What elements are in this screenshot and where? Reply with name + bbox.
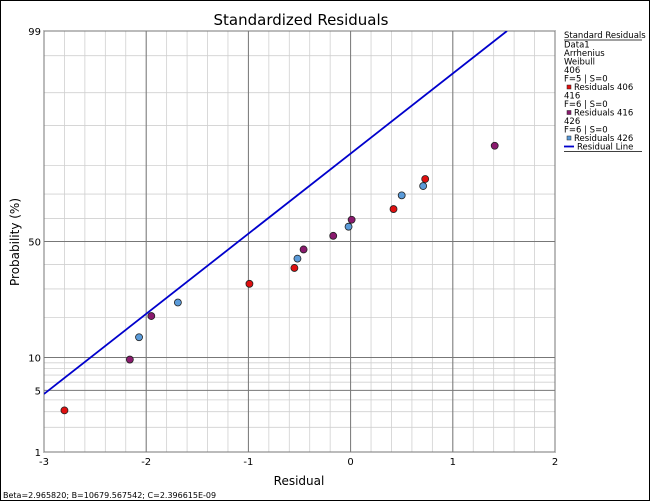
y-tick-label: 10 [28,353,41,364]
x-tick-label: -1 [243,457,253,468]
data-point [125,355,134,364]
legend-series-label: Residuals 406 [574,83,633,93]
legend-title: Standard Residuals [564,31,646,41]
x-axis-title: Residual [274,474,325,488]
y-tick-label: 99 [28,27,41,38]
x-tick-label: 2 [552,457,558,468]
x-tick-label: 0 [347,457,353,468]
x-tick-labels: -3 -2 -1 0 1 2 [39,457,558,468]
y-axis-title: Probability (%) [8,198,22,286]
data-point [135,333,143,342]
y-tick-label: 50 [28,238,41,249]
data-point [490,141,499,150]
y-tick-label: 1 [35,448,41,459]
legend-line-label: Residual Line [577,143,633,153]
legend-info: F=5 | S=0 [564,75,608,85]
data-point [389,205,398,213]
legend-info: F=6 | S=0 [564,126,608,136]
data-point [60,406,69,415]
footer-params: Beta=2.965820; B=10679.567542; C=2.39661… [3,491,216,500]
data-point [173,298,182,307]
major-grid [43,30,556,453]
legend-header-line: Data1 [564,41,590,51]
x-tick-label: -3 [39,457,49,468]
data-point [245,279,254,288]
data-point [421,175,430,183]
data-point [147,312,156,320]
data-point [397,191,406,200]
series-layer [44,31,508,415]
y-tick-label: 5 [35,386,41,397]
legend-marker [566,84,572,90]
legend-stress: 406 [564,66,580,76]
data-point [329,231,338,240]
data-point [419,182,428,190]
x-tick-label: -2 [141,457,151,468]
x-tick-label: 1 [450,457,456,468]
data-point [344,222,353,231]
data-point [290,264,299,272]
data-point [347,215,356,224]
legend-marker [566,135,572,141]
data-point [293,254,302,263]
legend-header-line: Weibull [564,58,595,68]
legend-marker [566,110,572,115]
legend: Standard ResidualsData1ArrheniusWeibull4… [564,31,646,153]
legend-series-label: Residuals 426 [574,134,633,144]
legend-info: F=6 | S=0 [564,100,608,110]
legend-header-line: Arrhenius [564,49,605,59]
legend-stress: 416 [564,92,580,102]
legend-stress: 426 [564,117,580,127]
legend-series-label: Residuals 416 [574,109,633,119]
data-point [299,245,308,254]
residual-line [44,31,508,395]
chart-title: Standardized Residuals [214,11,389,29]
y-tick-labels: 1 5 10 50 99 [28,27,41,459]
